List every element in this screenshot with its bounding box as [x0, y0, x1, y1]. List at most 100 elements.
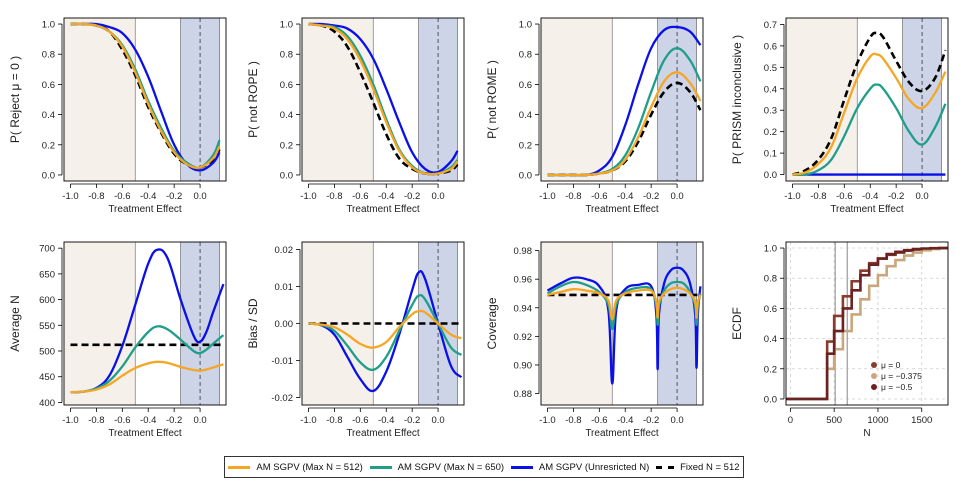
plot-area — [64, 18, 221, 181]
legend-label-unres: AM SGPV (Unresricted N) — [538, 461, 650, 473]
y-tick-label: 0.4 — [42, 110, 55, 121]
legend-swatch-fixed — [656, 465, 675, 469]
axes-frame — [63, 241, 227, 406]
x-tick-label: -0.4 — [378, 415, 394, 426]
series-am512 — [70, 22, 221, 169]
x-tick-label: -0.6 — [114, 415, 130, 426]
x-tick-label: -0.6 — [352, 191, 368, 202]
y-axis-title: P( PRISM inconclusive ) — [730, 35, 744, 164]
panel-7: -1.0 -0.8 -0.6 -0.4 -0.2 0.0 0.88 0.90 0.92 0.94 0… — [485, 241, 704, 439]
y-tick-label: 0.94 — [514, 303, 533, 314]
x-tick-label: -0.8 — [326, 191, 342, 202]
ecdf-legend-label: μ = −0.375 — [881, 371, 922, 381]
panel-1: -1.0 -0.8 -0.6 -0.4 -0.2 0.0 0.0 0.2 0.4 0.6 0.8 1.… — [8, 17, 227, 215]
axes-frame — [785, 17, 949, 182]
axes-frame — [301, 17, 465, 182]
series-am650 — [70, 325, 225, 394]
x-tick-label: 1000 — [867, 415, 888, 426]
y-tick-label: 0.92 — [514, 332, 533, 343]
x-tick-label: -0.4 — [378, 191, 394, 202]
x-tick-label: -0.2 — [404, 191, 420, 202]
x-tick-label: -0.6 — [352, 415, 368, 426]
y-tick-label: 0.00 — [275, 319, 294, 330]
axes-frame — [301, 241, 465, 406]
y-tick-label: 700 — [39, 244, 55, 255]
series-unres — [308, 22, 459, 174]
y-tick-label: 0.0 — [764, 394, 777, 405]
x-tick-label: -1.0 — [300, 415, 316, 426]
y-tick-label: -0.01 — [271, 356, 293, 367]
x-tick-label: -1.0 — [300, 191, 316, 202]
y-tick-label: 0.2 — [280, 140, 293, 151]
pre-region — [302, 18, 374, 181]
legend-swatch-unres — [510, 465, 533, 469]
y-axis-title: P( Reject μ = 0 ) — [8, 56, 22, 143]
x-tick-label: -1.0 — [62, 191, 78, 202]
x-tick-label: -0.2 — [643, 415, 659, 426]
series-fixed — [792, 31, 947, 176]
series-am512 — [308, 309, 462, 349]
series-am512 — [792, 52, 947, 176]
y-tick-label: 400 — [39, 398, 55, 409]
y-tick-label: 0.96 — [514, 275, 533, 286]
y-tick-label: 0.2 — [42, 140, 55, 151]
x-tick-label: -0.2 — [404, 415, 420, 426]
y-tick-label: 1.0 — [280, 20, 293, 31]
x-tick-label: 0.0 — [670, 415, 683, 426]
x-tick-label: -1.0 — [62, 415, 78, 426]
y-tick-label: 650 — [39, 269, 55, 280]
plot-area — [302, 18, 459, 181]
panel-4: -1.0 -0.8 -0.6 -0.4 -0.2 0.0 0.0 0.1 0.2 0.3 0.4 0.… — [730, 17, 949, 215]
plot-area — [541, 18, 702, 181]
y-tick-label: 0.6 — [764, 41, 777, 52]
y-tick-label: 0.5 — [764, 63, 777, 74]
y-tick-label: 0.3 — [764, 106, 777, 117]
y-tick-label: 0.2 — [519, 140, 532, 151]
y-tick-label: 1.0 — [42, 20, 55, 31]
x-tick-label: -0.4 — [862, 191, 878, 202]
x-axis-title: Treatment Effect — [346, 204, 420, 215]
series-unres — [70, 22, 221, 172]
x-tick-label: -0.6 — [114, 191, 130, 202]
legend-label-am512: AM SGPV (Max N = 512) — [256, 461, 363, 473]
y-tick-label: 0.4 — [764, 334, 777, 345]
axes-frame — [63, 17, 227, 182]
x-tick-label: 0.0 — [193, 191, 206, 202]
x-tick-label: -0.8 — [565, 415, 581, 426]
panel-5: -1.0 -0.8 -0.6 -0.4 -0.2 0.0 400 450 500 550 600 65… — [8, 241, 227, 439]
series-am512 — [547, 286, 702, 321]
x-tick-label: 0.0 — [431, 415, 444, 426]
y-axis-title: P( not ROME ) — [485, 60, 499, 139]
legend: AM SGPV (Max N = 512) AM SGPV (Max N = 6… — [224, 456, 744, 478]
x-tick-label: -0.8 — [326, 415, 342, 426]
y-tick-label: 0.2 — [764, 127, 777, 138]
y-tick-label: 0.1 — [764, 149, 777, 160]
pre-region — [541, 242, 613, 405]
x-axis-title: Treatment Effect — [585, 204, 659, 215]
legend-swatch-am512 — [228, 465, 251, 469]
panel-6: -1.0 -0.8 -0.6 -0.4 -0.2 0.0 -0.02 -0.01 0.00 0.0… — [246, 241, 465, 439]
plot-area — [302, 242, 463, 405]
pre-region — [64, 18, 136, 181]
legend-item-am650: AM SGPV (Max N = 650) — [369, 462, 504, 473]
x-tick-label: -0.2 — [888, 191, 904, 202]
panel-2: -1.0 -0.8 -0.6 -0.4 -0.2 0.0 0.0 0.2 0.4 0.6 0.8 1.… — [246, 17, 465, 215]
x-tick-label: 0.0 — [431, 191, 444, 202]
x-tick-label: -0.8 — [88, 191, 104, 202]
y-tick-label: 0.0 — [42, 170, 55, 181]
x-tick-label: -0.4 — [617, 191, 633, 202]
y-tick-label: 0.2 — [764, 364, 777, 375]
x-tick-label: -1.0 — [539, 191, 555, 202]
x-tick-label: -0.4 — [140, 191, 156, 202]
x-tick-label: 0.0 — [193, 415, 206, 426]
axes-frame — [540, 17, 704, 182]
y-axis-title: Bias / SD — [246, 298, 260, 348]
y-tick-label: 0.0 — [280, 170, 293, 181]
axes-frame — [540, 241, 704, 406]
x-tick-label: 0.0 — [915, 191, 928, 202]
y-tick-label: 0.6 — [764, 304, 777, 315]
series-ecdf_mu05 — [786, 246, 948, 401]
y-tick-label: 550 — [39, 321, 55, 332]
